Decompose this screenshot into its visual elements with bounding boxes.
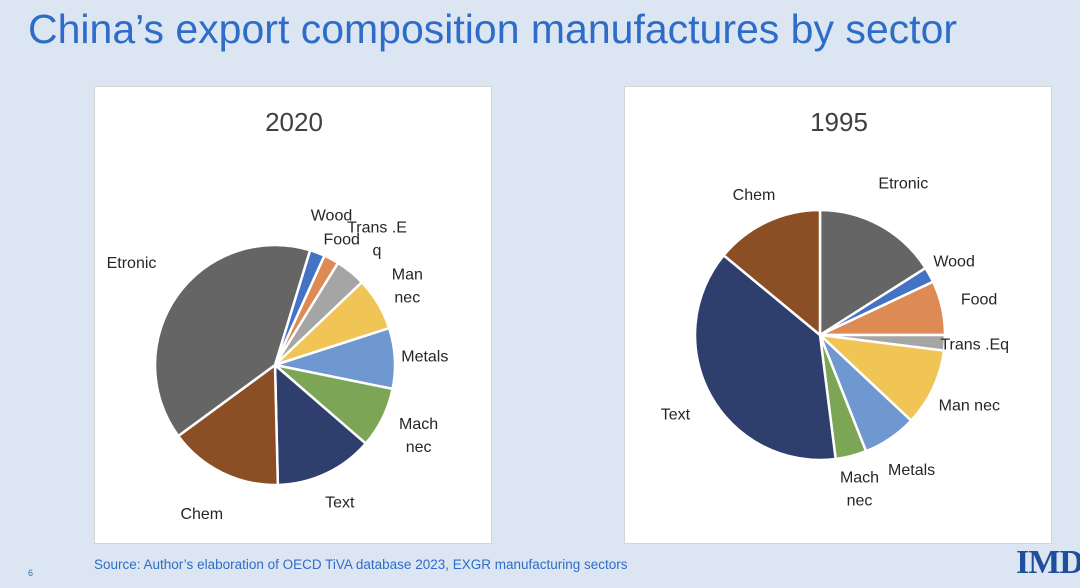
pie-chart-1995: 1995 Etronic Wood Food Trans .Eq Man nec Meta… (661, 107, 1009, 510)
slice-label: Man nec (939, 397, 1000, 414)
slice-label: Man nec (392, 267, 423, 307)
slice-label: Food (323, 232, 359, 249)
pie-slice-etronic (153, 243, 312, 438)
slice-label: Chem (733, 187, 776, 204)
slice-label: Mach nec (399, 416, 438, 456)
slide-title: China’s export composition manufactures … (28, 6, 958, 52)
slice-label: Wood (933, 253, 975, 270)
slice-label: Chem (180, 506, 223, 523)
pie-slice-chem (722, 208, 822, 337)
page-number: 6 (28, 568, 34, 578)
chart-title: 1995 (810, 107, 868, 137)
pie-slice-text (273, 363, 367, 487)
slice-label: Food (961, 291, 997, 308)
chart-panel-1995: 1995 Etronic Wood Food Trans .Eq Man nec Meta… (624, 86, 1052, 544)
slice-label: Trans .Eq (940, 337, 1009, 354)
pie-slice-etronic (818, 208, 927, 337)
chart-panel-2020: 2020 Wood Food Trans .E q Man nec Metals Mach ne… (94, 86, 492, 544)
slice-label: Etronic (107, 255, 157, 272)
imd-logo: IMD (1016, 544, 1080, 581)
slice-label: Text (325, 495, 355, 512)
source-note: Source: Author’s elaboration of OECD TiV… (94, 557, 628, 572)
slice-label: Metals (401, 349, 448, 366)
pie-slice-man-nec (818, 333, 946, 422)
slice-label: Metals (888, 462, 935, 479)
pie-slice-chem (177, 363, 280, 487)
slice-label: Etronic (878, 175, 928, 192)
slice-label: Text (661, 407, 691, 424)
slice-label: Mach nec (840, 470, 879, 510)
slice-label: Wood (311, 207, 353, 224)
pie-slice-text (693, 254, 837, 462)
chart-title: 2020 (265, 107, 323, 137)
